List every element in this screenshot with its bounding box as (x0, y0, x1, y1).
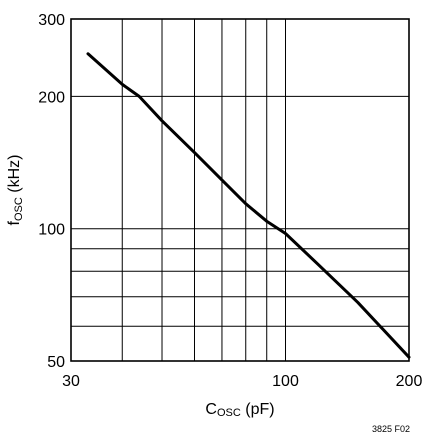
y-axis-label-main: f (6, 220, 23, 225)
x-tick-label-200: 200 (396, 373, 423, 390)
y-tick-label-50: 50 (47, 354, 65, 371)
x-axis-label-main: C (205, 401, 217, 418)
plot-frame (70, 18, 410, 362)
series-line-0 (86, 52, 411, 359)
x-axis-label-unit: (pF) (241, 401, 275, 418)
y-tick-label-100: 100 (38, 222, 65, 239)
x-axis-label: COSC (pF) (205, 401, 274, 419)
x-tick-label-100: 100 (272, 373, 299, 390)
y-axis-label-unit: (kHz) (6, 155, 23, 198)
series-layer (86, 52, 411, 359)
y-axis-label-sub: OSC (13, 197, 25, 221)
y-tick-label-300: 300 (38, 12, 65, 29)
tick-labels: 30 100 200 50 100 200 300 (38, 12, 422, 390)
y-axis-label: fOSC (kHz) (6, 155, 25, 226)
y-tick-label-200: 200 (38, 89, 65, 106)
grid-lines (71, 19, 409, 361)
figure-note: 3825 F02 (372, 424, 410, 434)
x-tick-label-30: 30 (62, 373, 80, 390)
x-axis-label-sub: OSC (217, 407, 241, 419)
